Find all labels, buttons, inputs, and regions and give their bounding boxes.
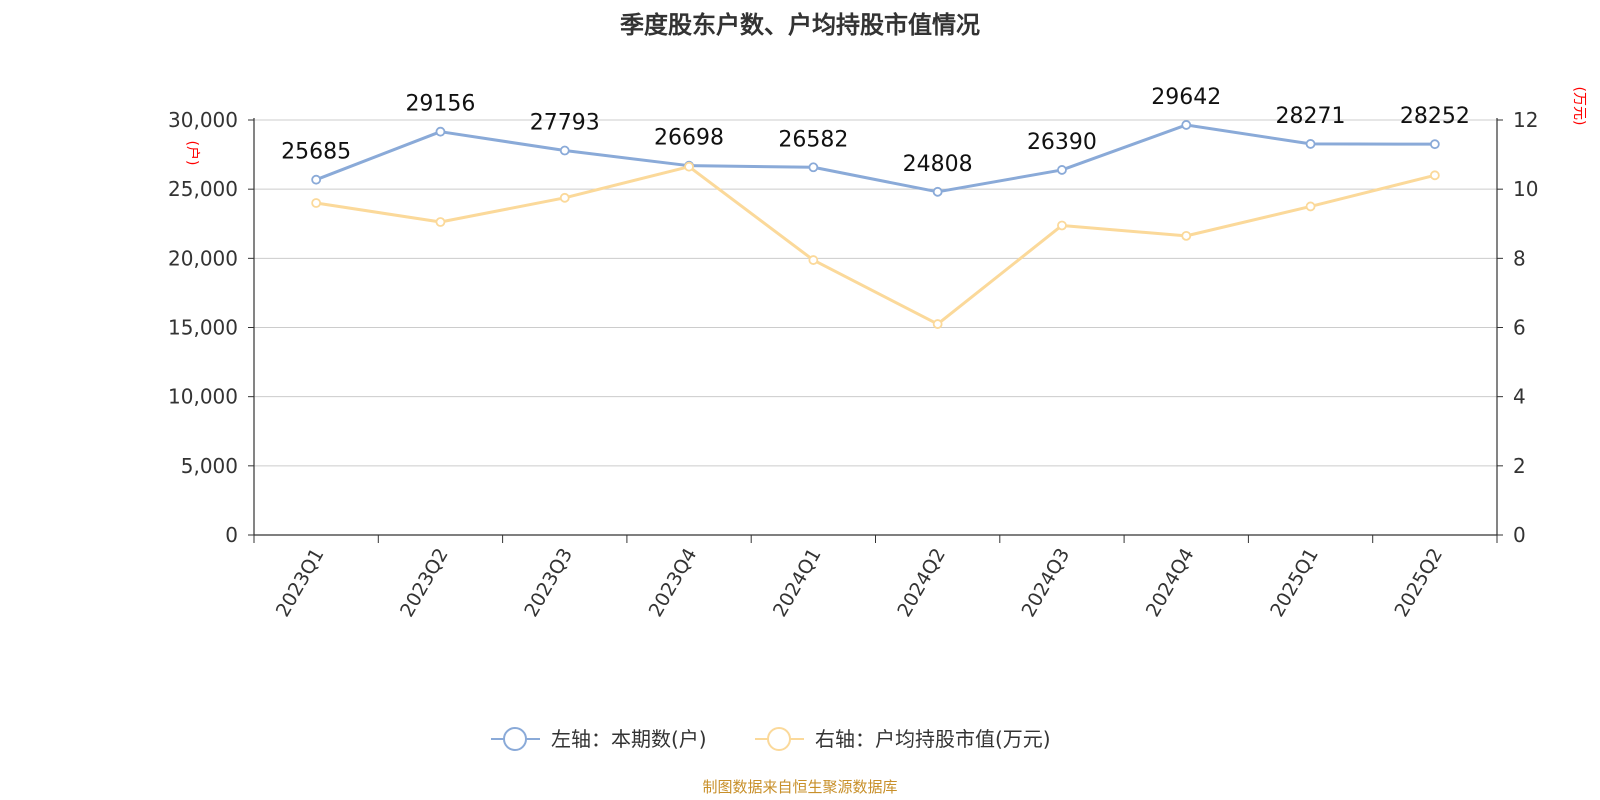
data-labels: 25685 29156 27793 26698 26582 24808 26390 29642… bbox=[281, 85, 1470, 177]
left-axis-tick-label: 30,000 bbox=[168, 108, 238, 132]
legend-marker-series2[interactable] bbox=[767, 727, 791, 751]
x-axis-tick-label: 2025Q2 bbox=[1390, 545, 1447, 621]
right-axis-tick-label: 8 bbox=[1513, 246, 1526, 270]
data-label: 26582 bbox=[778, 127, 848, 152]
x-axis-tick-label: 2024Q2 bbox=[893, 545, 950, 621]
source-note: 制图数据来自恒生聚源数据库 bbox=[702, 778, 897, 796]
left-axis-tick-label: 25,000 bbox=[168, 177, 238, 201]
data-label: 27793 bbox=[530, 111, 600, 136]
data-point-series2[interactable] bbox=[1057, 220, 1067, 231]
x-axis-tick-label: 2023Q3 bbox=[520, 545, 577, 621]
data-point-series1[interactable] bbox=[1057, 165, 1067, 175]
data-point-series2[interactable] bbox=[808, 255, 819, 265]
data-point-series2[interactable] bbox=[1305, 201, 1316, 212]
series-layer bbox=[311, 120, 1440, 329]
data-point-series1[interactable] bbox=[311, 174, 322, 185]
right-axis-tick-label: 4 bbox=[1513, 385, 1526, 409]
data-point-series1[interactable] bbox=[559, 145, 570, 156]
chart-title: 季度股东户数、户均持股市值情况 bbox=[620, 11, 980, 39]
right-axis-tick-label: 12 bbox=[1513, 108, 1538, 132]
data-point-series1[interactable] bbox=[1181, 120, 1192, 130]
x-axis-tick-label: 2023Q2 bbox=[396, 545, 453, 621]
x-axis-tick-label: 2023Q1 bbox=[272, 545, 329, 621]
data-label: 28271 bbox=[1276, 104, 1346, 129]
legend-marker-series1[interactable] bbox=[503, 727, 527, 751]
data-point-series2[interactable] bbox=[932, 319, 943, 329]
x-axis-tick-label: 2024Q1 bbox=[769, 545, 826, 621]
left-axis-tick-label: 10,000 bbox=[168, 385, 238, 409]
left-axis-tick-label: 5,000 bbox=[181, 454, 238, 478]
data-point-series1[interactable] bbox=[808, 162, 819, 173]
legend: 左轴：本期数(户) 右轴：户均持股市值(万元) bbox=[491, 727, 1051, 751]
data-point-series2[interactable] bbox=[559, 192, 570, 203]
legend-label-series2[interactable]: 右轴：户均持股市值(万元) bbox=[815, 727, 1051, 751]
x-axis-tick-label: 2024Q3 bbox=[1018, 545, 1075, 621]
right-axis-tick-label: 0 bbox=[1513, 523, 1526, 547]
data-label: 26698 bbox=[654, 126, 724, 151]
right-axis-tick-label: 10 bbox=[1513, 177, 1538, 201]
data-label: 26390 bbox=[1027, 130, 1097, 155]
data-label: 28252 bbox=[1400, 104, 1470, 129]
data-point-series2[interactable] bbox=[1429, 170, 1440, 181]
data-point-series1[interactable] bbox=[435, 126, 446, 137]
left-axis-tick-label: 20,000 bbox=[168, 246, 238, 270]
data-label: 24808 bbox=[903, 152, 973, 177]
data-point-series1[interactable] bbox=[1429, 139, 1440, 150]
series-line-2 bbox=[315, 165, 1436, 326]
data-label: 29642 bbox=[1151, 85, 1221, 110]
legend-label-series1[interactable]: 左轴：本期数(户) bbox=[551, 727, 707, 751]
right-axis-unit: (万元) bbox=[1571, 87, 1587, 126]
x-axis-tick-label: 2024Q4 bbox=[1142, 545, 1199, 621]
data-point-series2[interactable] bbox=[684, 161, 694, 172]
data-point-series1[interactable] bbox=[932, 186, 943, 197]
right-axis-tick-label: 6 bbox=[1513, 316, 1526, 340]
left-axis-unit: (户) bbox=[184, 141, 201, 166]
series-line-1 bbox=[315, 123, 1435, 194]
left-axis-tick-label: 15,000 bbox=[168, 316, 238, 340]
right-axis-tick-label: 2 bbox=[1513, 454, 1526, 478]
data-point-series2[interactable] bbox=[435, 217, 446, 227]
left-axis-tick-label: 0 bbox=[225, 523, 238, 547]
data-point-series2[interactable] bbox=[1181, 230, 1192, 241]
x-axis-tick-label: 2025Q1 bbox=[1266, 545, 1323, 621]
data-label: 29156 bbox=[405, 92, 475, 117]
data-point-series1[interactable] bbox=[1305, 139, 1316, 149]
axes: 0 0 5,000 2 10,000 4 15,000 6 20,000 8 25,000 10 30,… bbox=[168, 108, 1538, 621]
grid-lines bbox=[254, 119, 1497, 467]
data-label: 25685 bbox=[281, 140, 351, 165]
data-point-series2[interactable] bbox=[311, 198, 322, 208]
x-axis-tick-label: 2023Q4 bbox=[645, 545, 702, 621]
